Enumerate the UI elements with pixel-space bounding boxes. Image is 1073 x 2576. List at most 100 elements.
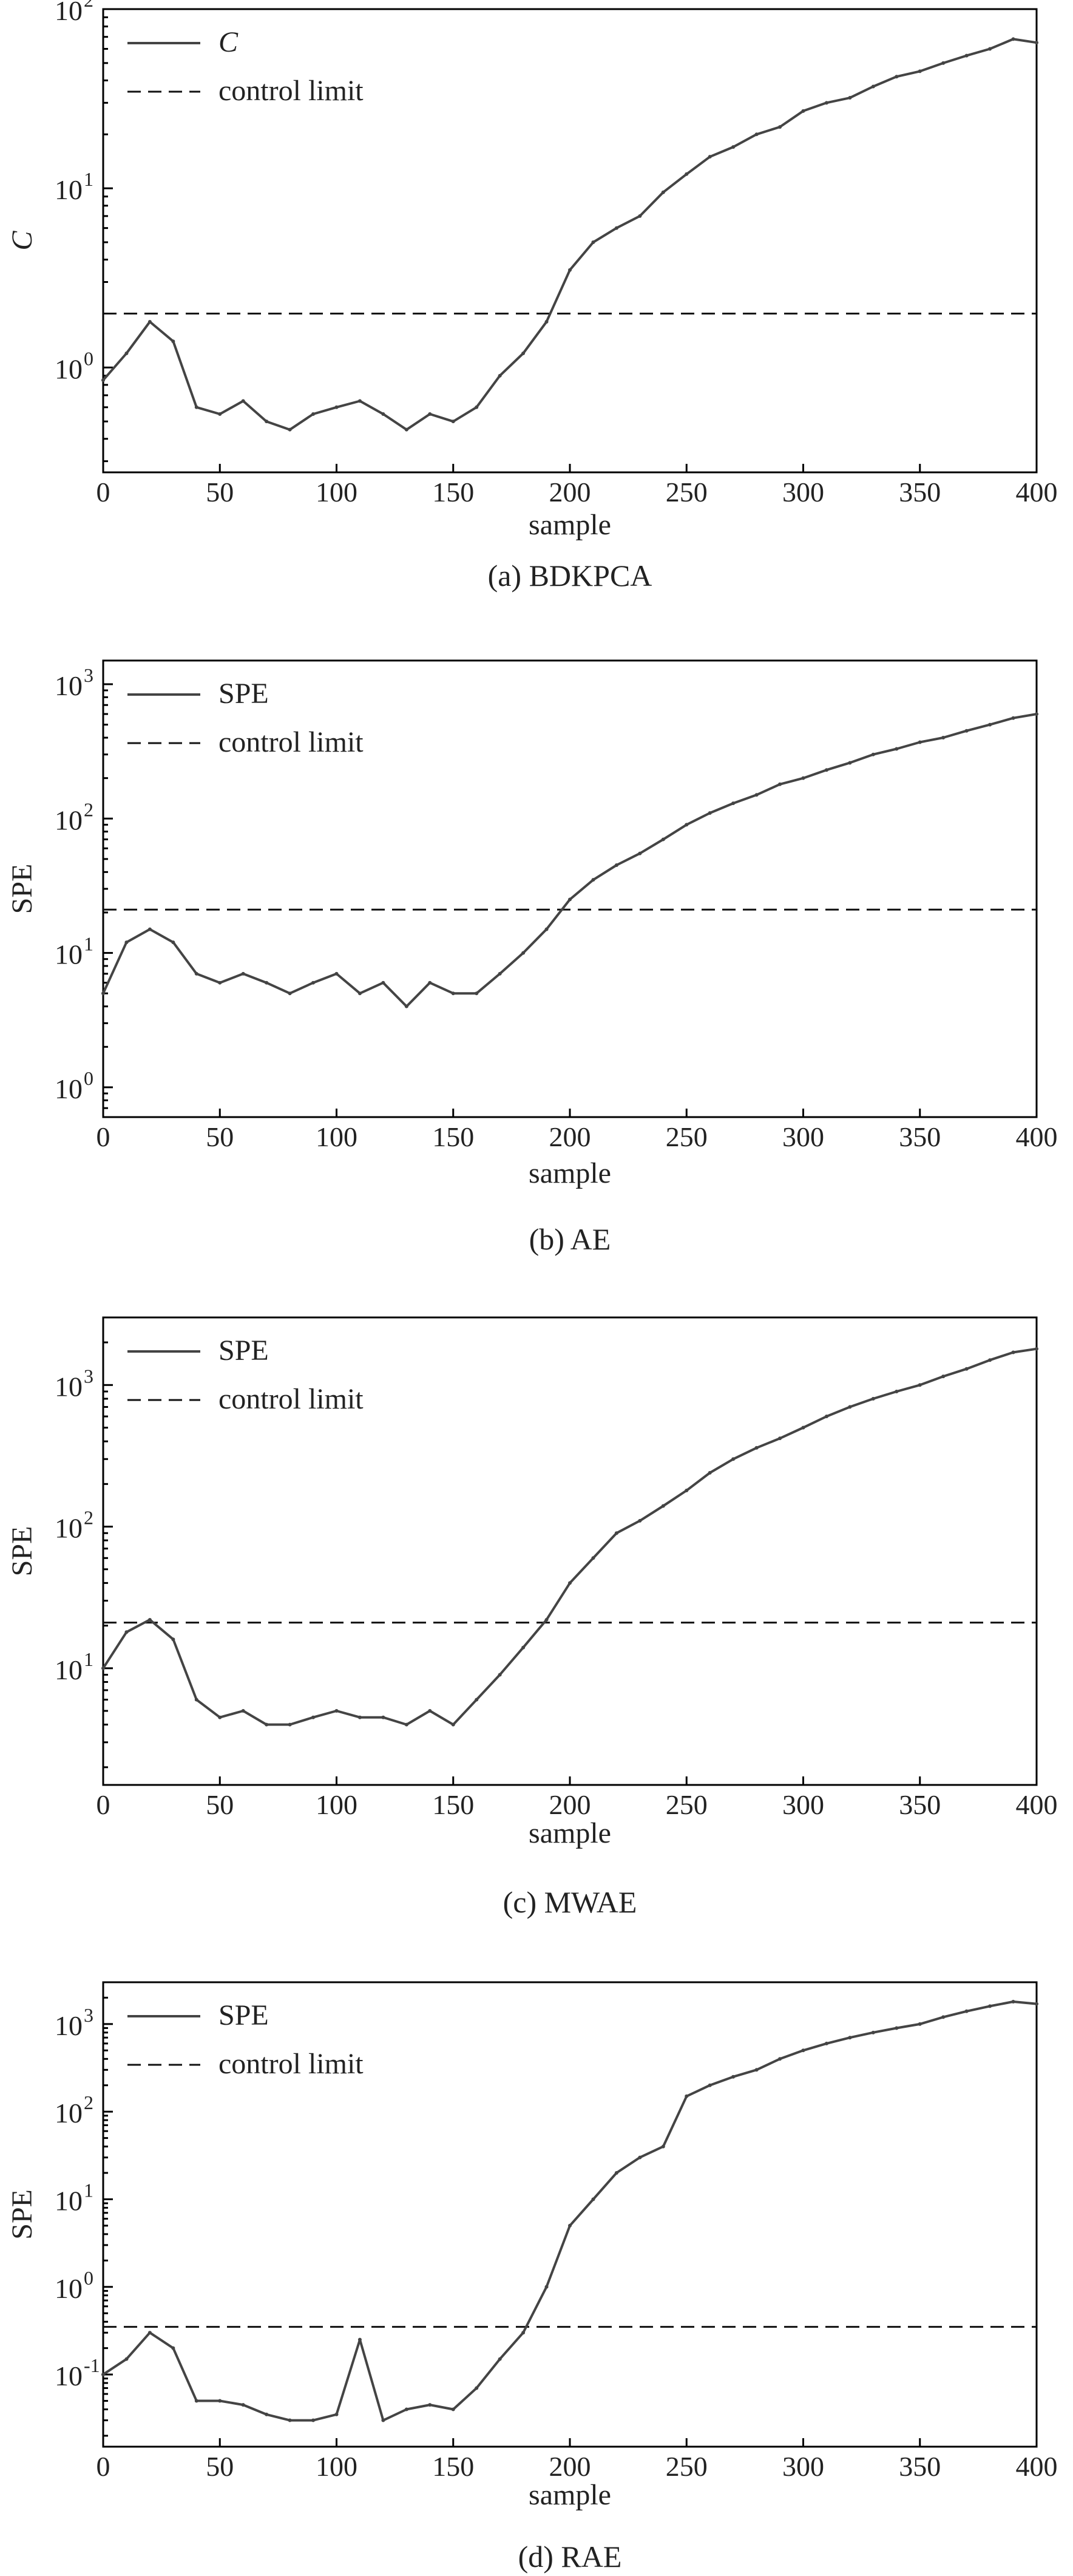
data-point <box>895 747 899 751</box>
x-tick-label: 400 <box>1016 1789 1058 1820</box>
data-point <box>1011 2000 1015 2004</box>
y-tick-exponent: 3 <box>84 664 93 686</box>
x-tick-label: 100 <box>316 1121 357 1152</box>
data-point <box>498 373 502 378</box>
x-tick-label: 50 <box>206 1789 234 1820</box>
data-point <box>661 837 665 841</box>
y-tick-exponent: 2 <box>84 0 93 11</box>
data-point <box>521 951 526 955</box>
data-point <box>381 980 385 985</box>
y-tick-exponent: 1 <box>84 2179 93 2201</box>
x-tick-label: 150 <box>432 1121 474 1152</box>
data-point <box>428 2403 432 2407</box>
data-point <box>451 2407 455 2411</box>
data-point <box>661 190 665 194</box>
data-point <box>194 2399 198 2403</box>
y-tick-label: 10 <box>55 2360 83 2391</box>
data-point <box>101 378 105 382</box>
data-point <box>498 971 502 976</box>
data-point <box>801 776 805 780</box>
data-point <box>638 214 642 218</box>
data-point <box>568 897 572 902</box>
data-point <box>1011 716 1015 720</box>
x-tick-label: 150 <box>432 1789 474 1820</box>
data-point <box>964 1367 969 1371</box>
data-point <box>475 1698 479 1702</box>
y-tick-label: 10 <box>55 353 83 384</box>
data-point <box>124 2357 129 2361</box>
data-point <box>964 2009 969 2013</box>
data-point <box>288 2418 292 2422</box>
legend-label-series: SPE <box>218 1334 269 1367</box>
data-point <box>381 412 385 416</box>
data-point <box>895 75 899 79</box>
data-point <box>124 1630 129 1634</box>
x-tick-label: 300 <box>782 1789 824 1820</box>
data-point <box>941 1375 946 1379</box>
data-point <box>848 1405 852 1409</box>
legend-label-series: SPE <box>218 1999 269 2031</box>
data-point <box>918 1383 922 1387</box>
x-tick-label: 100 <box>316 1789 357 1820</box>
data-point <box>171 2346 175 2350</box>
data-point <box>871 84 875 89</box>
data-point <box>521 351 526 355</box>
data-point <box>218 1715 222 1719</box>
data-point <box>404 1004 408 1008</box>
data-point <box>381 1715 385 1719</box>
data-point <box>778 782 782 786</box>
data-point <box>194 971 198 976</box>
y-tick-label: 10 <box>55 670 83 701</box>
data-point <box>638 1518 642 1523</box>
data-point <box>848 2036 852 2040</box>
data-point <box>311 1715 316 1719</box>
data-point <box>265 2412 269 2416</box>
y-tick-label: 10 <box>55 939 83 970</box>
data-point <box>871 1396 875 1401</box>
data-point <box>334 971 339 976</box>
data-point <box>848 761 852 765</box>
data-point <box>194 1698 198 1702</box>
data-point <box>591 878 595 882</box>
data-point <box>475 991 479 996</box>
panel-caption: (a) BDKPCA <box>488 559 652 593</box>
y-tick-label: 10 <box>55 174 83 205</box>
y-tick-exponent: 1 <box>84 168 93 190</box>
data-point <box>241 971 245 976</box>
data-point <box>311 412 316 416</box>
x-tick-label: 50 <box>206 1121 234 1152</box>
legend-label-control-limit: control limit <box>218 2048 364 2080</box>
data-point <box>754 793 759 797</box>
data-point <box>147 1617 152 1622</box>
data-point <box>614 226 618 230</box>
data-point <box>661 1504 665 1508</box>
x-tick-label: 250 <box>666 2451 708 2482</box>
x-tick-label: 200 <box>549 2451 591 2482</box>
data-point <box>404 427 408 432</box>
data-point <box>147 927 152 931</box>
data-point <box>638 851 642 855</box>
x-tick-label: 350 <box>899 2451 941 2482</box>
y-tick-exponent: -1 <box>84 2354 100 2376</box>
x-tick-label: 350 <box>899 1121 941 1152</box>
data-point <box>685 1489 689 1493</box>
x-tick-label: 400 <box>1016 2451 1058 2482</box>
x-tick-label: 300 <box>782 477 824 508</box>
data-point <box>568 1581 572 1585</box>
data-point <box>614 1531 618 1535</box>
data-point <box>288 1722 292 1727</box>
y-tick-exponent: 3 <box>84 1365 93 1387</box>
y-tick-label: 10 <box>55 0 83 26</box>
data-point <box>824 2041 828 2045</box>
data-point <box>988 47 992 51</box>
data-point <box>544 927 549 931</box>
data-point <box>428 980 432 985</box>
x-axis-label: sample <box>529 2479 611 2511</box>
y-tick-exponent: 2 <box>84 1507 93 1529</box>
x-axis-label: sample <box>529 1157 611 1189</box>
data-point <box>241 2403 245 2407</box>
y-tick-exponent: 0 <box>84 1067 93 1089</box>
data-point <box>265 1722 269 1727</box>
data-point <box>848 96 852 100</box>
